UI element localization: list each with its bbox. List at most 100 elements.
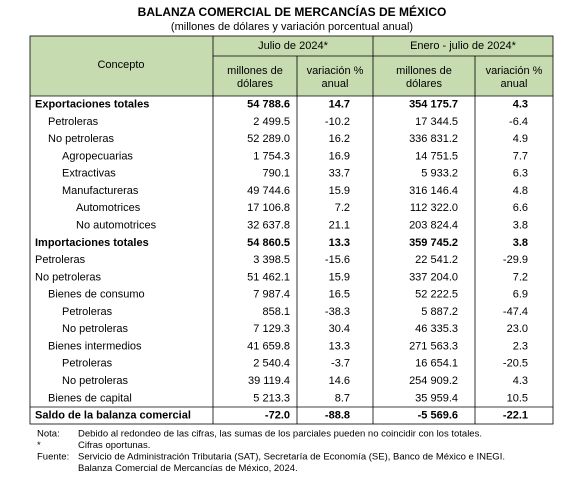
cell-value: -38.3 xyxy=(325,306,350,318)
row-label: No petroleras xyxy=(35,271,102,283)
cell-value: 32 637.8 xyxy=(247,220,290,232)
cell-value: 2.3 xyxy=(513,340,528,352)
cell-value: 39 119.4 xyxy=(248,375,290,387)
cell-value: -6.4 xyxy=(509,116,528,128)
column-header: anual xyxy=(501,78,528,90)
cell-value: 23.0 xyxy=(507,323,528,335)
cell-value: 203 824.4 xyxy=(409,220,458,232)
note-text: Cifras oportunas. xyxy=(78,440,150,451)
cell-value: 14.7 xyxy=(329,99,350,111)
cell-value: 13.3 xyxy=(329,237,350,249)
cell-value: 17 106.8 xyxy=(247,202,290,214)
cell-value: 2 540.4 xyxy=(253,358,290,370)
row-label: Manufactureras xyxy=(62,185,139,197)
column-header: dólares xyxy=(237,78,274,90)
row-label: Bienes intermedios xyxy=(48,340,142,352)
period-header: Julio de 2024* xyxy=(258,40,328,52)
cell-value: 4.9 xyxy=(513,133,528,145)
cell-value: 15.9 xyxy=(329,271,350,283)
cell-value: 33.7 xyxy=(329,168,350,180)
cell-value: 6.3 xyxy=(513,168,528,180)
column-header: dólares xyxy=(406,78,443,90)
row-label: Exportaciones totales xyxy=(35,99,149,111)
cell-value: 5 933.2 xyxy=(421,168,458,180)
cell-value: -10.2 xyxy=(325,116,350,128)
cell-value: 30.4 xyxy=(329,323,350,335)
cell-value: 336 831.2 xyxy=(409,133,458,145)
row-label: Petroleras xyxy=(62,358,113,370)
cell-value: 13.3 xyxy=(329,340,350,352)
cell-value: 49 744.6 xyxy=(247,185,290,197)
cell-value: -88.8 xyxy=(325,409,350,421)
row-label: Automotrices xyxy=(76,202,141,214)
cell-value: 7.2 xyxy=(335,202,350,214)
title: BALANZA COMERCIAL DE MERCANCÍAS DE MÉXIC… xyxy=(138,4,447,19)
cell-value: 4.3 xyxy=(513,375,528,387)
cell-value: 52 289.0 xyxy=(247,133,290,145)
row-label: Bienes de consumo xyxy=(48,289,145,301)
cell-value: 51 462.1 xyxy=(247,271,290,283)
cell-value: 54 860.5 xyxy=(247,237,290,249)
note-text: Debido al redondeo de las cifras, las su… xyxy=(78,429,482,440)
row-label: Agropecuarias xyxy=(62,150,133,162)
cell-value: 112 322.0 xyxy=(410,202,458,214)
note-label: * xyxy=(37,440,41,451)
cell-value: 3.8 xyxy=(513,237,528,249)
cell-value: 790.1 xyxy=(262,168,290,180)
cell-value: -22.1 xyxy=(503,409,528,421)
cell-value: -72.0 xyxy=(265,409,290,421)
cell-value: 16.5 xyxy=(329,289,350,301)
cell-value: 7 987.4 xyxy=(253,289,290,301)
cell-value: 4.3 xyxy=(513,99,528,111)
cell-value: 14.6 xyxy=(329,375,350,387)
cell-value: -29.9 xyxy=(503,254,528,266)
cell-value: -5 569.6 xyxy=(418,409,458,421)
row-label: No petroleras xyxy=(48,133,115,145)
cell-value: 858.1 xyxy=(262,306,290,318)
cell-value: 254 909.2 xyxy=(409,375,458,387)
row-label: Bienes de capital xyxy=(48,392,132,404)
cell-value: 41 659.8 xyxy=(247,340,290,352)
note-label: Nota: xyxy=(37,429,60,440)
cell-value: 16.2 xyxy=(329,133,350,145)
cell-value: 359 745.2 xyxy=(409,237,458,249)
cell-value: 354 175.7 xyxy=(409,99,458,111)
cell-value: -20.5 xyxy=(503,358,528,370)
column-header: anual xyxy=(322,78,349,90)
row-label: Petroleras xyxy=(35,254,86,266)
cell-value: 3 398.5 xyxy=(253,254,290,266)
cell-value: 35 959.4 xyxy=(415,392,458,404)
cell-value: 21.1 xyxy=(329,220,350,232)
cell-value: 22 541.2 xyxy=(415,254,458,266)
cell-value: 17 344.5 xyxy=(415,116,458,128)
row-label: Importaciones totales xyxy=(35,237,149,249)
cell-value: 1 754.3 xyxy=(253,150,290,162)
cell-value: 5 213.3 xyxy=(253,392,290,404)
note-label: Fuente: xyxy=(37,452,69,463)
row-label: Petroleras xyxy=(62,306,113,318)
period-header: Enero - julio de 2024* xyxy=(410,40,517,52)
cell-value: 16 654.1 xyxy=(415,358,458,370)
cell-value: 54 788.6 xyxy=(247,99,290,111)
row-label: Extractivas xyxy=(62,168,116,180)
column-header: millones de xyxy=(227,65,283,77)
row-label: No petroleras xyxy=(62,323,129,335)
cell-value: 15.9 xyxy=(329,185,350,197)
subtitle: (millones de dólares y variación porcent… xyxy=(171,21,413,33)
header-bg xyxy=(30,36,553,96)
row-label: No automotrices xyxy=(76,220,157,232)
cell-value: 10.5 xyxy=(507,392,528,404)
cell-value: 3.8 xyxy=(513,220,528,232)
cell-value: 6.6 xyxy=(513,202,528,214)
cell-value: 7.2 xyxy=(513,271,528,283)
cell-value: 337 204.0 xyxy=(409,271,458,283)
column-header: millones de xyxy=(396,65,452,77)
cell-value: 16.9 xyxy=(329,150,350,162)
column-header: variación % xyxy=(486,65,543,77)
cell-value: 46 335.3 xyxy=(415,323,458,335)
row-label: Petroleras xyxy=(48,116,99,128)
cell-value: -3.7 xyxy=(331,358,350,370)
cell-value: -47.4 xyxy=(503,306,528,318)
cell-value: 14 751.5 xyxy=(415,150,458,162)
